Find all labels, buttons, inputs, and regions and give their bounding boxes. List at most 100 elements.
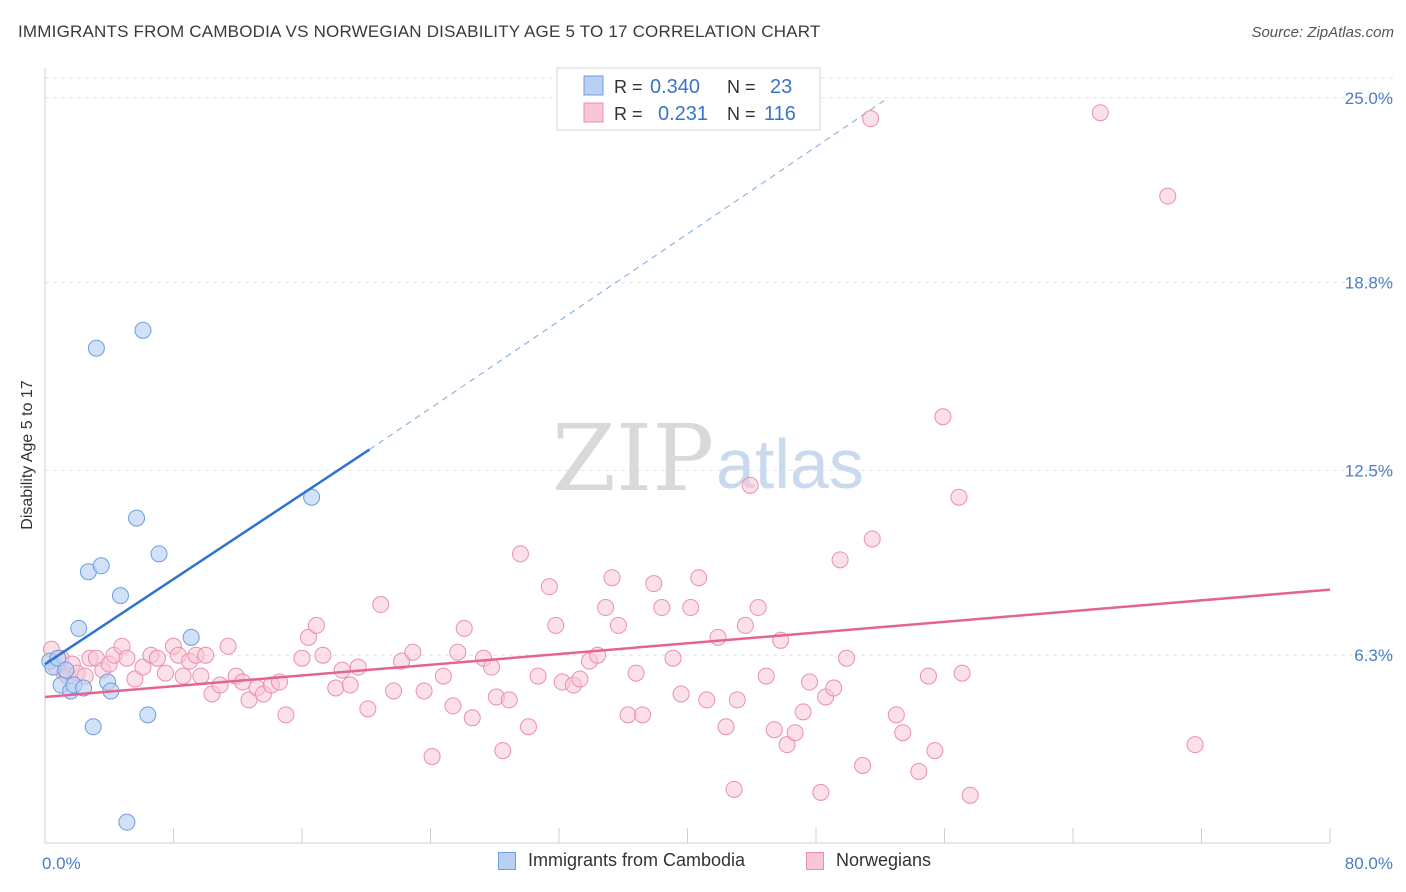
- cambodia-point: [134, 321, 152, 339]
- cambodia-point: [92, 557, 110, 575]
- cambodia-point: [84, 718, 102, 736]
- norwegians-point: [725, 780, 743, 798]
- norwegians-point: [500, 691, 518, 709]
- norwegians-point: [863, 530, 881, 548]
- norwegians-point: [634, 706, 652, 724]
- norwegians-point: [831, 551, 849, 569]
- cambodia-trend-line: [44, 448, 371, 666]
- norwegians-point: [494, 742, 512, 760]
- norwegians-point: [736, 616, 754, 634]
- cambodia-point: [57, 661, 75, 679]
- norwegians-point: [483, 658, 501, 676]
- legend-swatch-blue: [583, 75, 604, 96]
- norwegians-point: [690, 569, 708, 587]
- norwegians-point: [192, 667, 210, 685]
- norwegians-point: [919, 667, 937, 685]
- norwegians-point: [277, 706, 295, 724]
- norwegians-point: [197, 646, 215, 664]
- norwegians-point: [571, 670, 589, 688]
- norwegians-point: [749, 599, 767, 617]
- norwegians-point: [148, 649, 166, 667]
- norwegians-point: [314, 646, 332, 664]
- norwegians-point: [359, 700, 377, 718]
- norwegians-point: [778, 736, 796, 754]
- norwegians-point: [717, 718, 735, 736]
- norwegians-point: [950, 488, 968, 506]
- cambodia-point: [150, 545, 168, 563]
- cambodia-point: [87, 339, 105, 357]
- y-tick-labels: 6.3% 12.5% 18.8% 25.0%: [1345, 89, 1393, 665]
- grid-layer: [45, 77, 1395, 656]
- norwegians-point: [529, 667, 547, 685]
- cambodia-point: [128, 509, 146, 527]
- norwegians-point: [953, 664, 971, 682]
- cambodia-point: [111, 587, 129, 605]
- norwegians-point: [894, 724, 912, 742]
- norwegians-point: [519, 718, 537, 736]
- norwegians-point: [1091, 104, 1109, 122]
- legend-box: R = 0.340 N = 23 R = 0.231 N = 116: [556, 67, 821, 131]
- norwegians-point: [455, 619, 473, 637]
- norwegians-point: [1186, 736, 1204, 754]
- legend-swatch-blue: [498, 851, 516, 870]
- legend-label: Immigrants from Cambodia: [528, 850, 746, 870]
- norwegians-point: [825, 679, 843, 697]
- legend-r-label: R =: [614, 77, 643, 97]
- norwegians-point: [219, 637, 237, 655]
- x-tick-labels: 0.0% 80.0%: [42, 828, 1393, 873]
- legend-n-label: N =: [727, 77, 756, 97]
- y-tick-label: 25.0%: [1345, 89, 1393, 108]
- norwegians-point: [423, 748, 441, 766]
- norwegians-point: [240, 691, 258, 709]
- norwegians-point: [597, 599, 615, 617]
- legend-swatch-pink: [583, 102, 604, 123]
- norwegians-point: [174, 667, 192, 685]
- legend-r-value: 0.340: [650, 76, 700, 98]
- legend-item-norwegians: Norwegians: [806, 850, 931, 871]
- watermark-atlas: atlas: [716, 425, 864, 503]
- cambodia-point: [139, 706, 157, 724]
- norwegians-point: [757, 667, 775, 685]
- y-tick-label: 6.3%: [1354, 646, 1393, 665]
- norwegians-point: [156, 664, 174, 682]
- norwegians-point: [444, 697, 462, 715]
- norwegians-point: [838, 649, 856, 667]
- legend-r-label: R =: [614, 104, 643, 124]
- norwegians-point: [404, 643, 422, 661]
- norwegians-point: [333, 661, 351, 679]
- legend-label: Norwegians: [836, 850, 932, 870]
- norwegians-point: [511, 545, 529, 563]
- watermark: ZIP atlas: [552, 405, 864, 512]
- x-tick-label: 80.0%: [1345, 854, 1393, 873]
- cambodia-trend-extension: [369, 97, 889, 451]
- source-note: Source: ZipAtlas.com: [1251, 24, 1394, 41]
- norwegians-point: [645, 575, 663, 593]
- norwegians-point: [862, 110, 880, 128]
- norwegians-point: [627, 664, 645, 682]
- chart-title: IMMIGRANTS FROM CAMBODIA VS NORWEGIAN DI…: [18, 22, 821, 41]
- norwegians-point: [812, 783, 830, 801]
- norwegians-point: [307, 616, 325, 634]
- norwegians-point: [341, 676, 359, 694]
- cambodia-point: [70, 619, 88, 637]
- norwegians-point: [854, 757, 872, 774]
- norwegians-point: [211, 676, 229, 694]
- norwegians-point: [698, 691, 716, 709]
- norwegians-point: [609, 616, 627, 634]
- norwegians-point: [887, 706, 905, 724]
- norwegians-point: [801, 673, 819, 691]
- norwegians-point: [415, 682, 433, 700]
- norwegians-point: [794, 703, 812, 721]
- norwegians-point: [672, 685, 690, 703]
- norwegians-point: [619, 706, 637, 724]
- norwegians-point: [741, 476, 759, 494]
- norwegians-point: [393, 652, 411, 670]
- norwegians-point: [134, 658, 152, 676]
- norwegians-point: [385, 682, 403, 700]
- cambodia-points: [41, 321, 321, 831]
- norwegians-point: [126, 670, 144, 688]
- norwegians-point: [709, 628, 727, 646]
- cambodia-point: [182, 628, 200, 646]
- legend-n-value: 23: [770, 76, 792, 98]
